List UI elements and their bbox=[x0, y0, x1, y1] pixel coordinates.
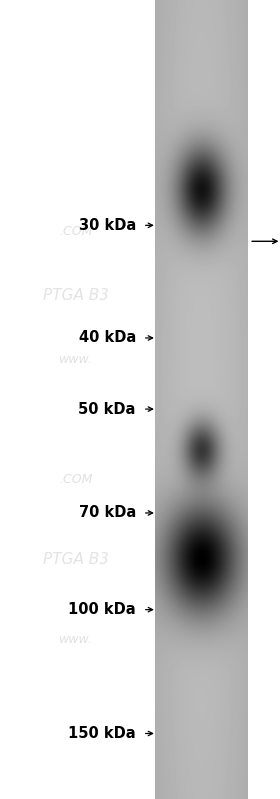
Text: PTGA B3: PTGA B3 bbox=[43, 288, 109, 303]
Text: 50 kDa: 50 kDa bbox=[78, 402, 136, 416]
Text: www.: www. bbox=[59, 353, 93, 366]
Text: PTGA B3: PTGA B3 bbox=[43, 552, 109, 566]
Text: 40 kDa: 40 kDa bbox=[79, 331, 136, 345]
Text: 30 kDa: 30 kDa bbox=[79, 218, 136, 233]
Text: www.: www. bbox=[59, 633, 93, 646]
Text: .COM: .COM bbox=[59, 225, 92, 238]
Text: 70 kDa: 70 kDa bbox=[79, 506, 136, 520]
Text: 150 kDa: 150 kDa bbox=[68, 726, 136, 741]
Text: 100 kDa: 100 kDa bbox=[68, 602, 136, 617]
Text: .COM: .COM bbox=[59, 473, 92, 486]
